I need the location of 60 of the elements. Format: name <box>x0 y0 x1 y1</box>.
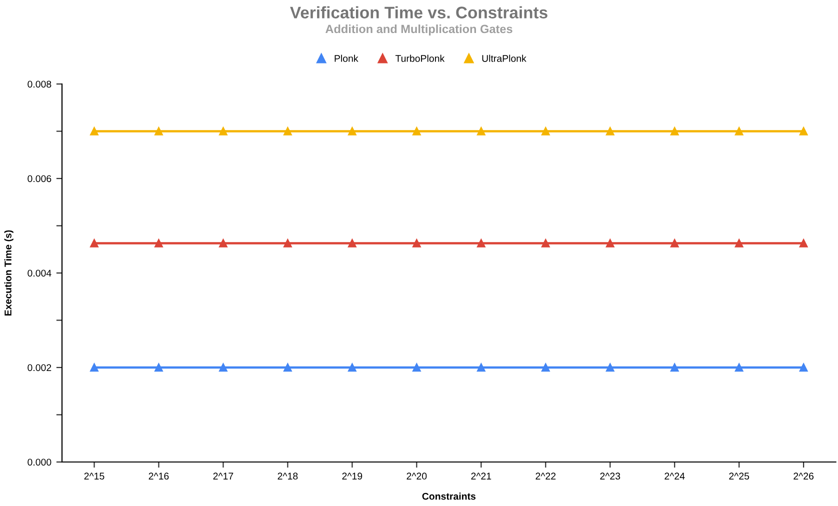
chart-subtitle: Addition and Multiplication Gates <box>326 24 512 36</box>
point <box>412 363 421 372</box>
y-tick-label: 0.006 <box>28 175 52 182</box>
point <box>90 127 98 136</box>
legend-label: Plonk <box>334 54 358 62</box>
y-axis-title: Execution Time (s) <box>4 230 14 316</box>
x-tick-label: 2^20 <box>406 472 427 480</box>
point <box>670 239 679 248</box>
y-tick-label: 0.000 <box>28 458 52 466</box>
point <box>476 363 486 372</box>
point <box>348 239 356 248</box>
x-tick-label: 2^19 <box>342 472 362 480</box>
x-tick-label: 2^16 <box>148 472 169 480</box>
chart-title: Verification Time vs. Constraints <box>290 6 548 18</box>
point <box>348 363 356 372</box>
x-tick-label: 2^26 <box>794 472 814 480</box>
legend-label: TurboPlonk <box>395 54 445 62</box>
point <box>284 127 292 136</box>
point <box>734 239 744 248</box>
x-tick-label: 2^15 <box>84 472 104 480</box>
point <box>412 127 421 136</box>
y-tick-label: 0.008 <box>28 80 52 88</box>
point <box>670 127 679 136</box>
point <box>799 239 808 248</box>
x-tick-label: 2^21 <box>471 472 492 480</box>
point <box>219 239 228 248</box>
point <box>219 363 228 372</box>
point <box>284 239 292 248</box>
x-tick-label: 2^22 <box>536 472 556 480</box>
x-tick-label: 2^17 <box>213 472 234 480</box>
point <box>219 127 228 136</box>
point <box>734 127 744 136</box>
point <box>154 127 163 136</box>
point <box>541 239 550 248</box>
point <box>799 363 808 372</box>
x-tick-label: 2^18 <box>278 472 298 480</box>
x-tick-label: 2^23 <box>600 472 620 480</box>
x-tick-label: 2^25 <box>729 472 750 480</box>
point <box>606 127 614 136</box>
point <box>606 363 614 372</box>
point <box>734 363 744 372</box>
point <box>154 239 163 248</box>
point <box>154 363 163 372</box>
point <box>476 127 486 136</box>
point <box>348 127 356 136</box>
point <box>606 239 614 248</box>
point <box>799 127 808 136</box>
point <box>541 127 550 136</box>
x-tick-label: 2^24 <box>664 472 685 480</box>
point <box>284 363 292 372</box>
point <box>90 239 98 248</box>
point <box>412 239 421 248</box>
point <box>541 363 550 372</box>
y-tick-label: 0.004 <box>28 270 52 277</box>
point <box>670 363 679 372</box>
y-tick-label: 0.002 <box>28 364 52 372</box>
point <box>476 239 486 248</box>
legend-label: UltraPlonk <box>482 54 526 62</box>
point <box>90 363 98 372</box>
x-axis-title: Constraints <box>422 492 476 500</box>
